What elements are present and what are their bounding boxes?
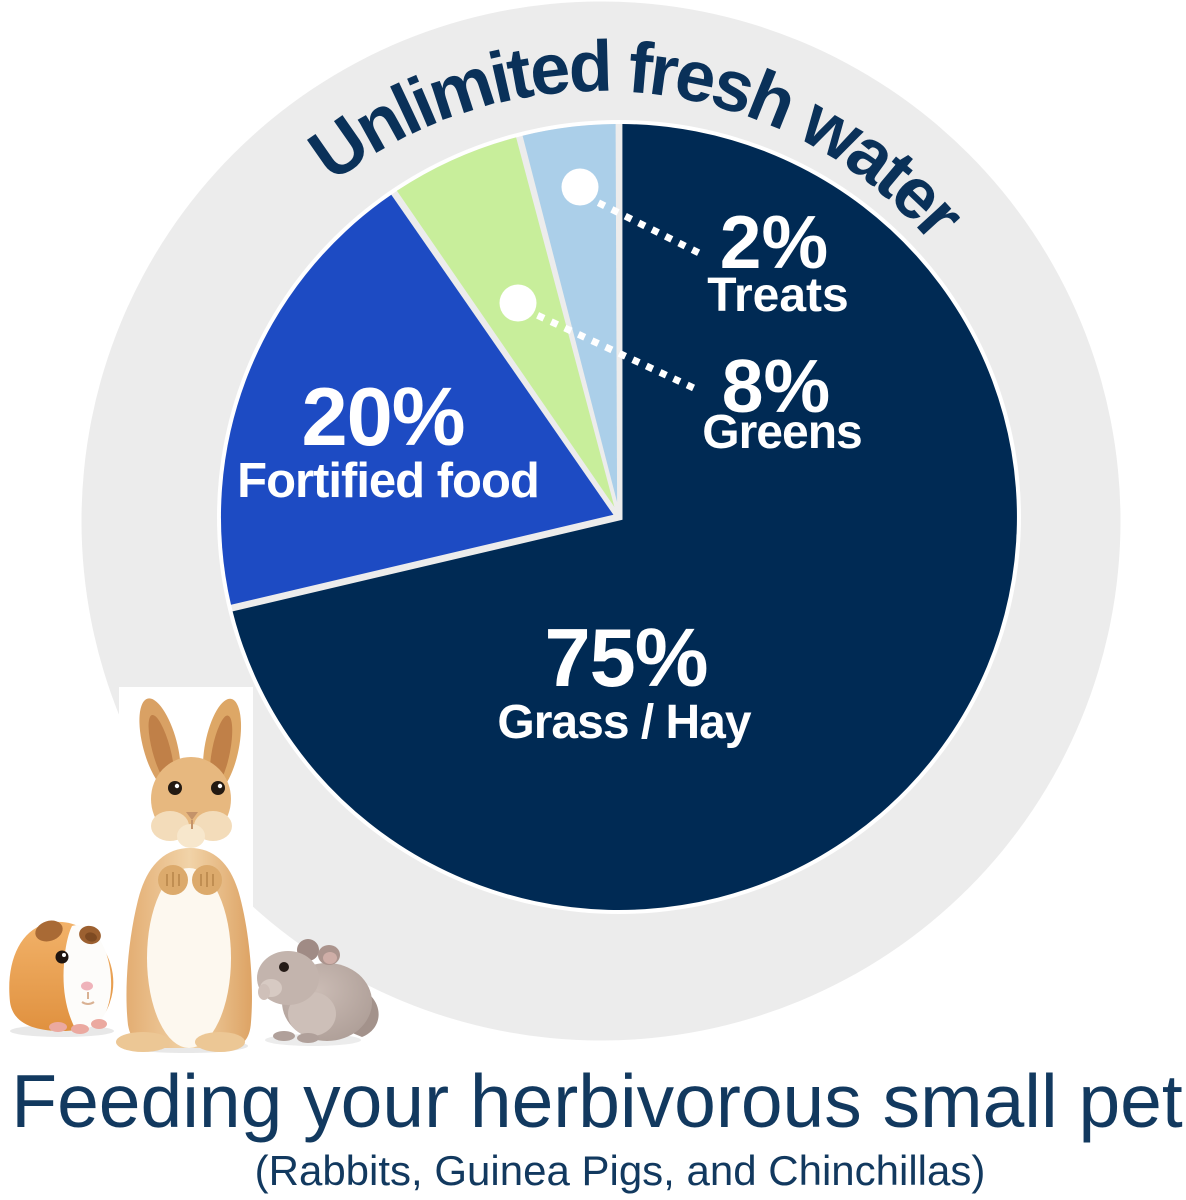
svg-text:(Rabbits, Guinea Pigs, and Chi: (Rabbits, Guinea Pigs, and Chinchillas) xyxy=(255,1147,986,1194)
svg-text:8%: 8% xyxy=(722,344,830,428)
svg-text:Grass / Hay: Grass / Hay xyxy=(497,696,751,749)
svg-text:Treats: Treats xyxy=(707,269,848,322)
svg-text:20%: 20% xyxy=(301,370,464,463)
svg-text:2%: 2% xyxy=(720,200,828,284)
svg-text:Feeding your herbivorous small: Feeding your herbivorous small pet xyxy=(11,1059,1183,1143)
svg-text:75%: 75% xyxy=(544,611,707,704)
svg-text:Greens: Greens xyxy=(702,406,861,459)
svg-text:Fortified food: Fortified food xyxy=(237,454,539,508)
